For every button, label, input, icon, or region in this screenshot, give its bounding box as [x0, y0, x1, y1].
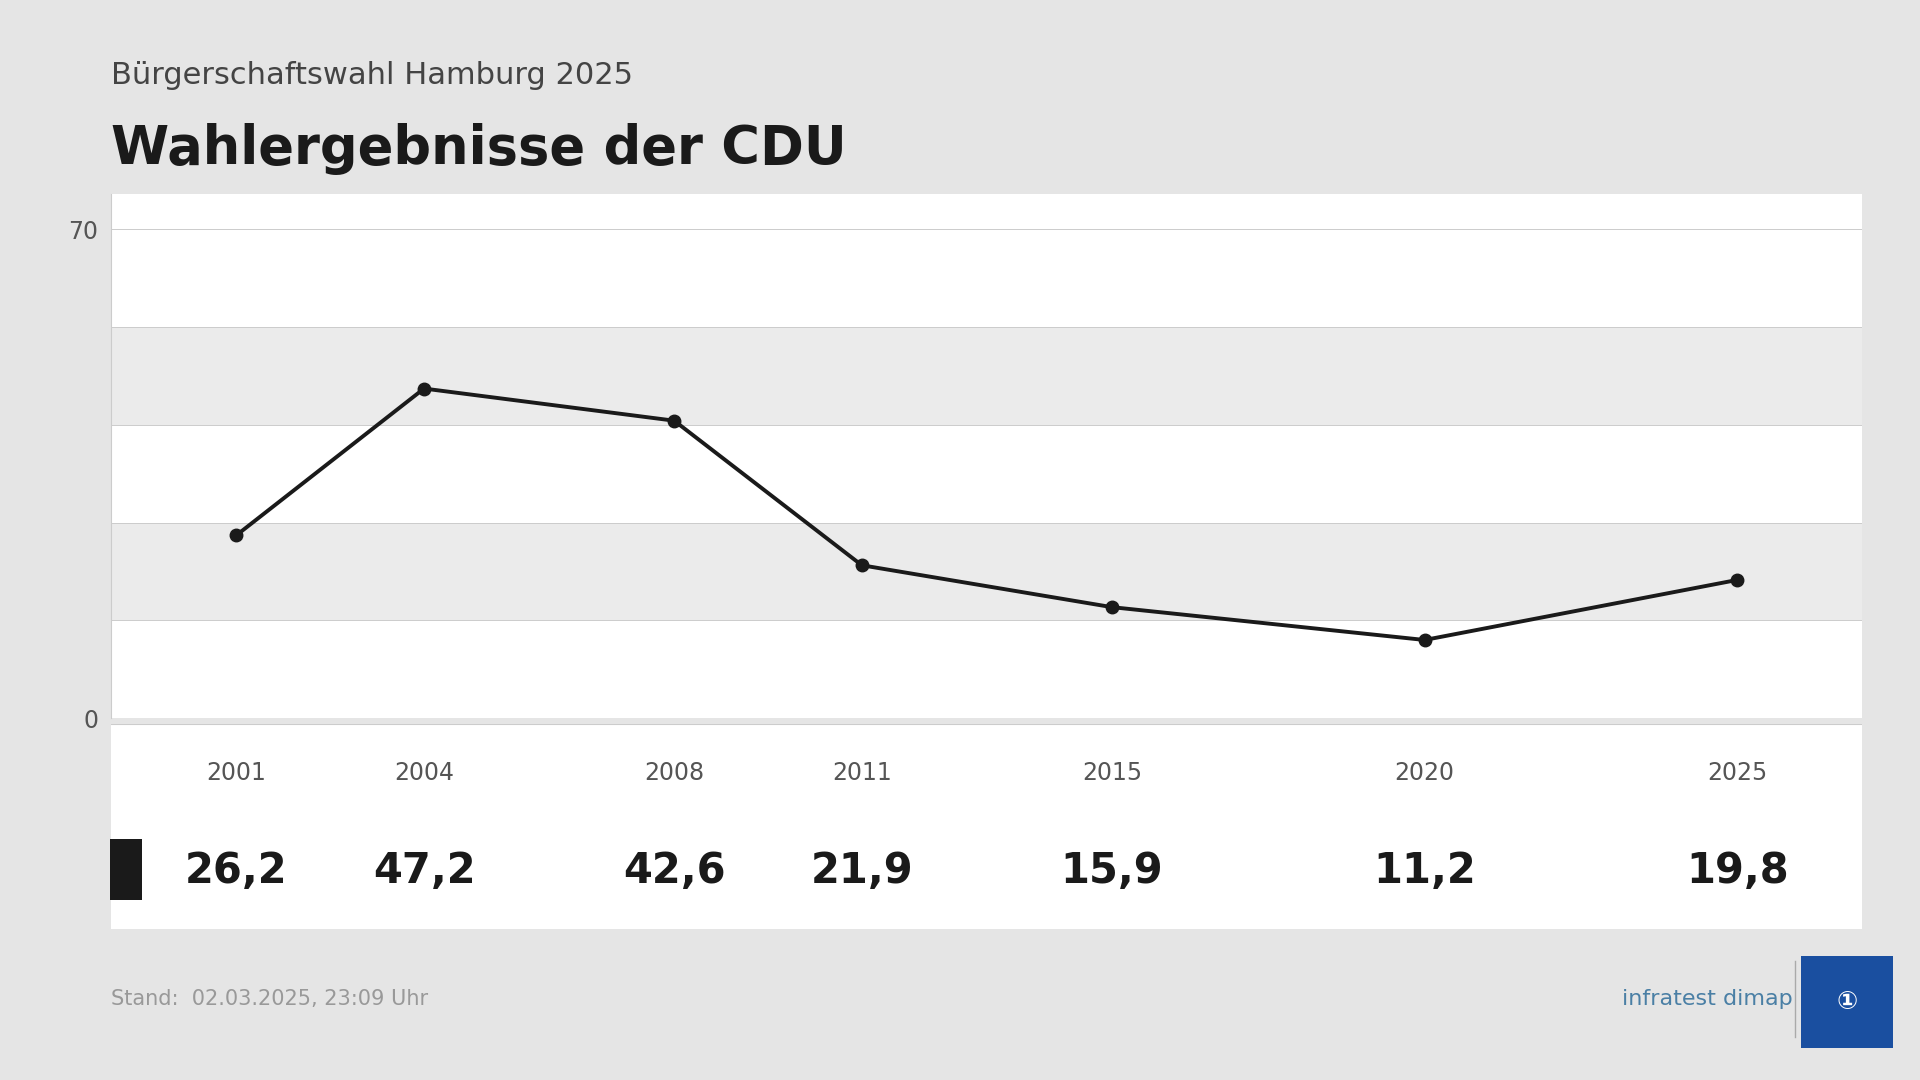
Bar	[111, 229, 1862, 327]
Text: infratest dimap: infratest dimap	[1622, 989, 1793, 1009]
Text: Bürgerschaftswahl Hamburg 2025: Bürgerschaftswahl Hamburg 2025	[111, 62, 634, 90]
Text: Stand:  02.03.2025, 23:09 Uhr: Stand: 02.03.2025, 23:09 Uhr	[111, 989, 428, 1009]
Text: 2025: 2025	[1707, 760, 1768, 785]
Text: ①: ①	[1836, 989, 1859, 1014]
Text: 47,2: 47,2	[372, 850, 476, 892]
Text: 15,9: 15,9	[1060, 850, 1164, 892]
Text: 2015: 2015	[1081, 760, 1142, 785]
Text: 19,8: 19,8	[1686, 850, 1789, 892]
Bar	[111, 523, 1862, 620]
Text: Wahlergebnisse der CDU: Wahlergebnisse der CDU	[111, 123, 847, 175]
Bar	[109, 838, 142, 900]
Text: 21,9: 21,9	[810, 850, 914, 892]
Text: 2004: 2004	[394, 760, 453, 785]
Text: 26,2: 26,2	[184, 850, 288, 892]
Text: 2020: 2020	[1394, 760, 1455, 785]
Text: 11,2: 11,2	[1373, 850, 1476, 892]
Text: 2001: 2001	[207, 760, 267, 785]
Text: 2008: 2008	[643, 760, 705, 785]
Bar	[111, 327, 1862, 424]
Text: 42,6: 42,6	[622, 850, 726, 892]
Bar	[111, 424, 1862, 523]
Text: 2011: 2011	[831, 760, 891, 785]
Bar	[111, 620, 1862, 718]
